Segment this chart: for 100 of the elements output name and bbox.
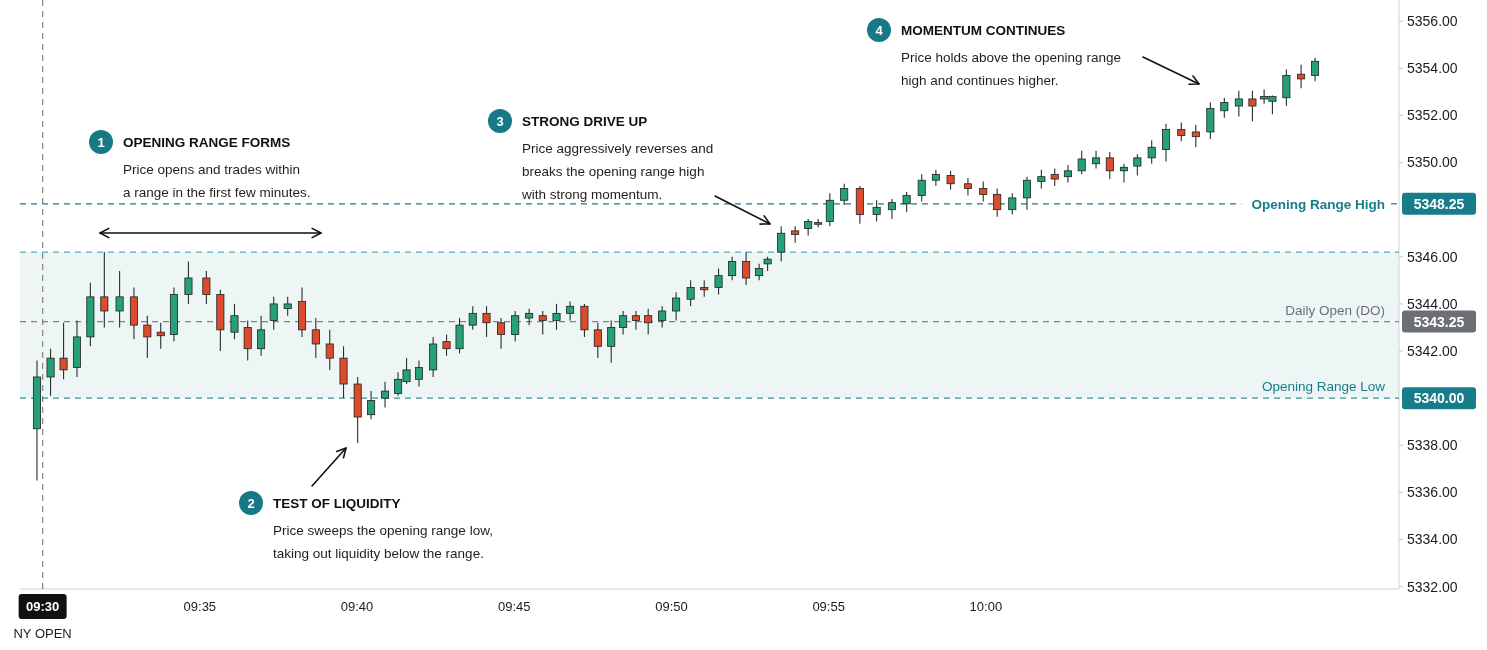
candlestick bbox=[902, 191, 911, 213]
candlestick bbox=[283, 296, 292, 317]
ref-line-label: Opening Range High bbox=[1251, 196, 1385, 212]
candlestick bbox=[777, 225, 786, 263]
candlestick bbox=[607, 319, 616, 364]
ref-line-label: NY OPEN bbox=[13, 625, 72, 641]
candlestick bbox=[156, 322, 165, 350]
candlestick bbox=[1191, 124, 1200, 148]
candlestick bbox=[468, 305, 477, 331]
annotation: taking out liquidity below the range. bbox=[273, 545, 484, 561]
candlestick bbox=[1119, 163, 1128, 184]
candlestick bbox=[887, 198, 896, 220]
candlestick bbox=[184, 260, 193, 305]
annotation: OPENING RANGE FORMS bbox=[123, 134, 291, 150]
candlestick bbox=[593, 322, 602, 359]
candlestick bbox=[840, 183, 849, 206]
candlestick bbox=[1037, 169, 1046, 190]
y-tick-label: 5344.00 bbox=[1407, 295, 1458, 312]
candlestick bbox=[552, 303, 561, 331]
candlestick bbox=[619, 310, 628, 336]
candlestick bbox=[963, 177, 972, 197]
x-tick-label: 09:50 bbox=[655, 599, 688, 615]
candlestick bbox=[672, 291, 681, 321]
text: 5343.25 bbox=[1413, 313, 1465, 330]
annotation: Price aggressively reverses and bbox=[522, 140, 714, 156]
candlestick bbox=[1133, 153, 1142, 177]
candlestick bbox=[202, 270, 211, 305]
candlestick bbox=[381, 381, 390, 409]
candlestick bbox=[566, 301, 575, 321]
candlestick bbox=[1206, 101, 1215, 140]
candlestick bbox=[1311, 57, 1320, 82]
x-tick-label: 09:45 bbox=[497, 599, 531, 615]
x-tick-label: 09:40 bbox=[340, 599, 374, 615]
candlestick bbox=[1297, 64, 1306, 89]
candlestick bbox=[872, 199, 881, 223]
candlestick bbox=[714, 268, 723, 296]
candlestick bbox=[993, 187, 1002, 218]
candlestick bbox=[100, 251, 109, 329]
candlestick bbox=[414, 359, 423, 387]
annotation: high and continues higher. bbox=[901, 72, 1059, 88]
candlestick bbox=[1008, 192, 1017, 215]
candlestick bbox=[243, 319, 252, 362]
candlestick bbox=[482, 305, 491, 338]
y-tick-label: 5352.00 bbox=[1407, 107, 1458, 124]
candlestick bbox=[442, 334, 451, 357]
candlestick bbox=[946, 170, 955, 191]
y-tick-label: 5354.00 bbox=[1407, 60, 1458, 77]
candlestick bbox=[917, 173, 926, 202]
candlestick bbox=[257, 315, 266, 357]
candlestick bbox=[1162, 123, 1171, 162]
candlestick bbox=[631, 310, 640, 331]
candlestick bbox=[1147, 139, 1156, 165]
text: 5348.25 bbox=[1413, 195, 1465, 212]
candlestick bbox=[269, 296, 278, 331]
candlestick bbox=[1282, 68, 1291, 107]
candlestick bbox=[742, 251, 751, 286]
candlestick bbox=[497, 317, 506, 350]
candlestick bbox=[1177, 121, 1186, 142]
candlestick bbox=[1092, 150, 1101, 169]
annotation: 2 bbox=[247, 495, 255, 511]
annotation: a range in the first few minutes. bbox=[123, 184, 311, 200]
candlestick bbox=[728, 256, 737, 281]
candlestick bbox=[59, 322, 68, 380]
x-tick-label: 09:55 bbox=[812, 599, 845, 615]
candlestick bbox=[791, 225, 800, 244]
annotation: MOMENTUM CONTINUES bbox=[901, 22, 1066, 38]
annotation: STRONG DRIVE UP bbox=[522, 113, 648, 129]
candlestick bbox=[46, 348, 55, 397]
annotation: 3 bbox=[496, 113, 504, 129]
candlestick bbox=[1234, 90, 1243, 118]
ref-line-label: Opening Range Low bbox=[1261, 379, 1386, 395]
candlestick bbox=[115, 270, 124, 329]
x-tick-label: 09:35 bbox=[183, 599, 217, 615]
candlestick bbox=[580, 303, 589, 338]
candlestick bbox=[367, 390, 376, 420]
y-tick-label: 5346.00 bbox=[1407, 248, 1458, 265]
text: 5340.00 bbox=[1413, 390, 1465, 407]
candlestick bbox=[1022, 176, 1031, 211]
candlestick bbox=[455, 317, 464, 354]
annotation: TEST OF LIQUIDITY bbox=[273, 495, 401, 511]
annotation: with strong momentum. bbox=[521, 186, 663, 202]
candlestick bbox=[686, 279, 695, 307]
candlestick bbox=[1077, 150, 1086, 175]
candlestick bbox=[511, 310, 520, 343]
candlestick bbox=[538, 310, 547, 336]
y-tick-label: 5338.00 bbox=[1407, 437, 1458, 454]
x-tick-label: 09:30 bbox=[26, 599, 60, 615]
candlestick bbox=[1105, 151, 1114, 180]
y-tick-label: 5350.00 bbox=[1407, 154, 1458, 171]
annotation: breaks the opening range high bbox=[522, 163, 705, 179]
y-tick-label: 5332.00 bbox=[1407, 578, 1458, 595]
candlestick bbox=[931, 169, 940, 187]
candlestick bbox=[658, 305, 667, 329]
annotation: 4 bbox=[875, 22, 884, 38]
y-tick-label: 5356.00 bbox=[1407, 13, 1458, 30]
y-tick-label: 5334.00 bbox=[1407, 531, 1458, 548]
candlestick bbox=[230, 303, 239, 340]
candlestick bbox=[143, 315, 152, 359]
annotation: Price holds above the opening range bbox=[901, 49, 1121, 65]
candlestick bbox=[1220, 97, 1229, 119]
